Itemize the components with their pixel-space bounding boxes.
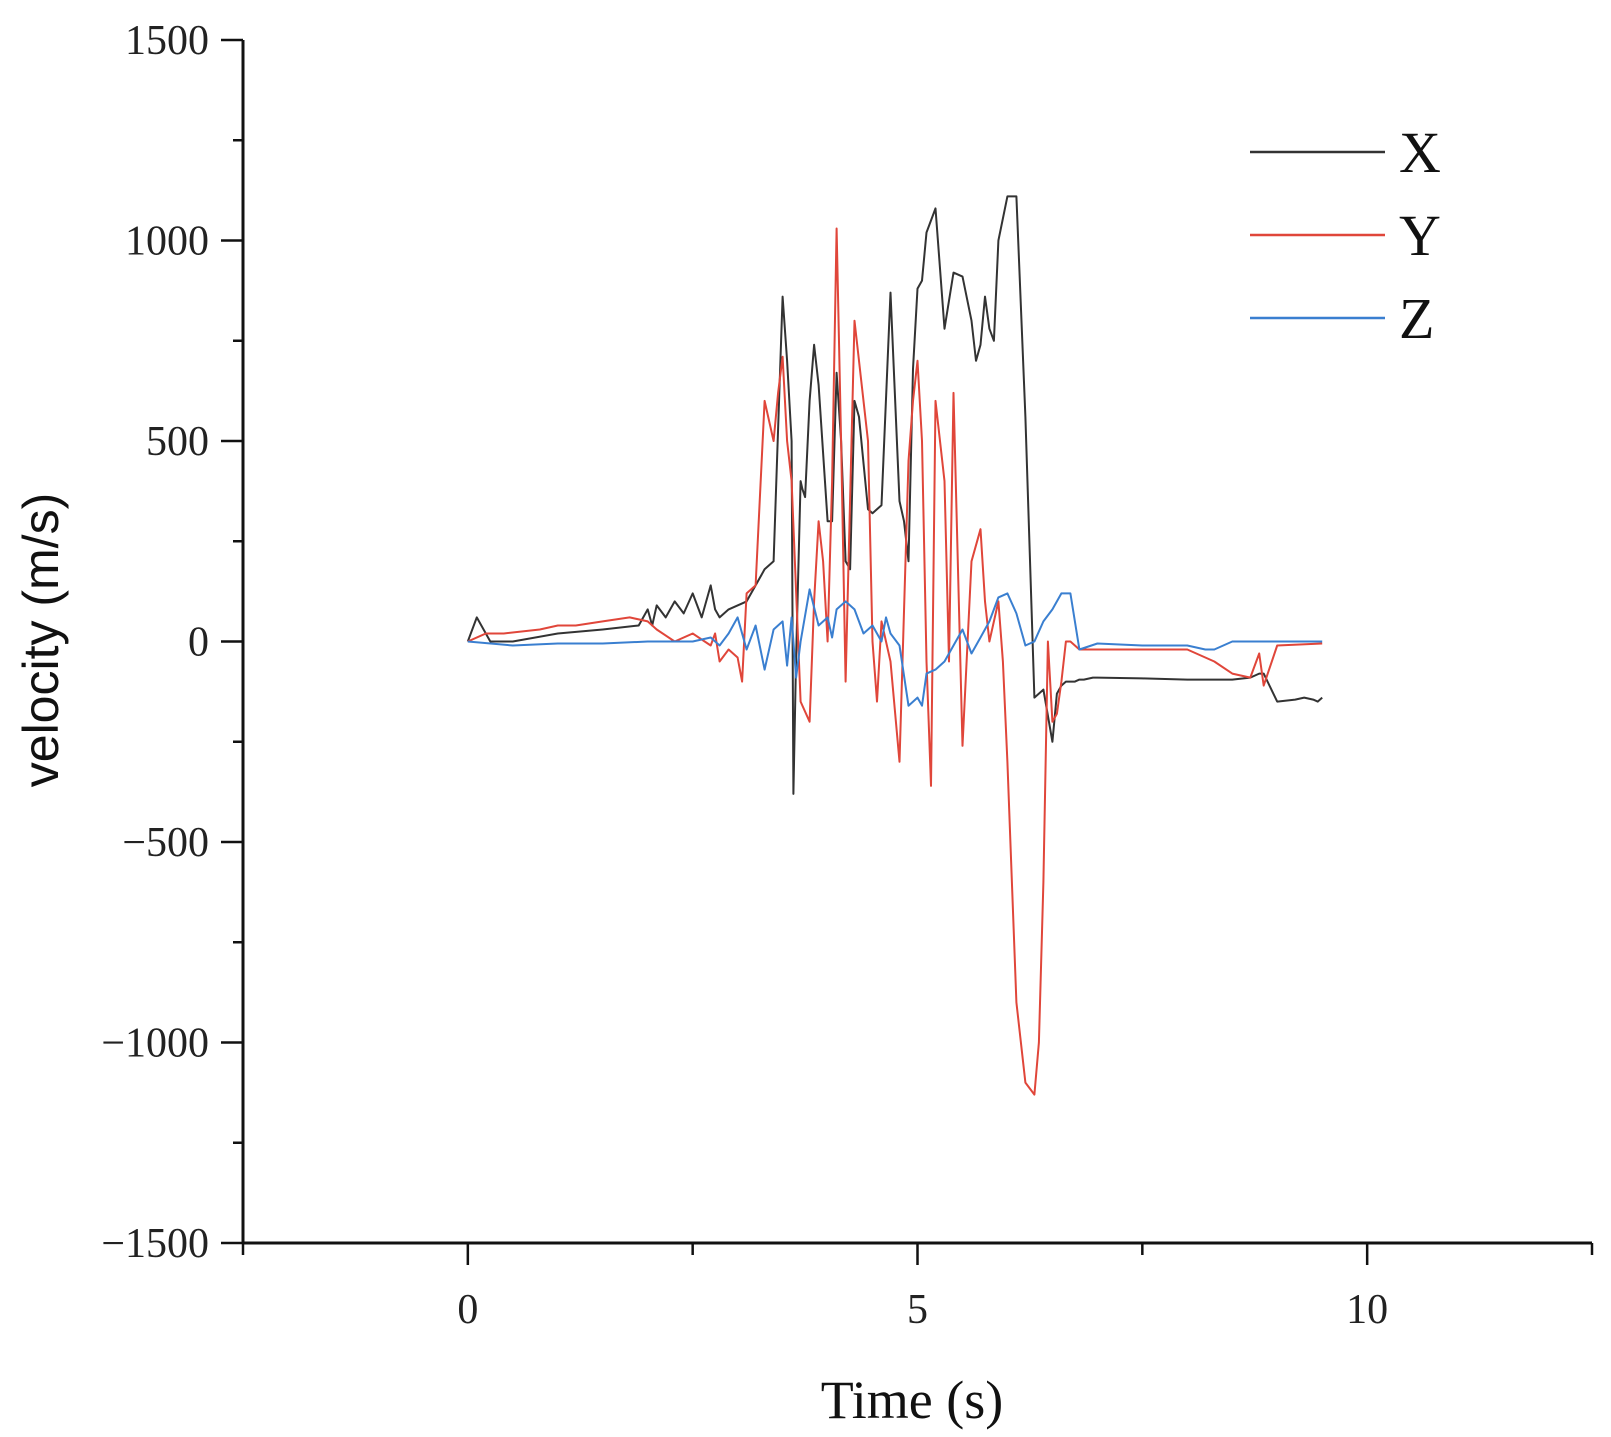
series-line-y <box>467 227 1323 1096</box>
legend-label-y: Y <box>1399 203 1441 268</box>
y-tick-label: −500 <box>122 820 209 866</box>
y-tick-label: −1500 <box>101 1221 209 1267</box>
series-line-z <box>467 588 1323 707</box>
x-tick-label: 5 <box>907 1287 928 1333</box>
legend-label-z: Z <box>1399 286 1434 351</box>
axes: 1500 1000 500 0 −500 −1000 −1500 0 5 10 <box>101 18 1594 1333</box>
legend-label-x: X <box>1399 120 1441 185</box>
y-axis-title: velocity (m/s) <box>13 493 69 787</box>
y-tick-label: 1500 <box>125 18 209 64</box>
y-tick-label: 500 <box>146 419 209 465</box>
series-layer <box>466 195 1323 1096</box>
x-tick-label: 10 <box>1346 1287 1388 1333</box>
x-axis-title: Time (s) <box>821 1370 1004 1430</box>
y-tick-label: −1000 <box>101 1021 209 1067</box>
x-tick-label: 0 <box>457 1287 478 1333</box>
y-tick-label: 1000 <box>125 219 209 265</box>
y-tick-label: 0 <box>188 620 209 666</box>
legend: XYZ <box>1250 120 1441 351</box>
series-line-x <box>466 195 1323 795</box>
